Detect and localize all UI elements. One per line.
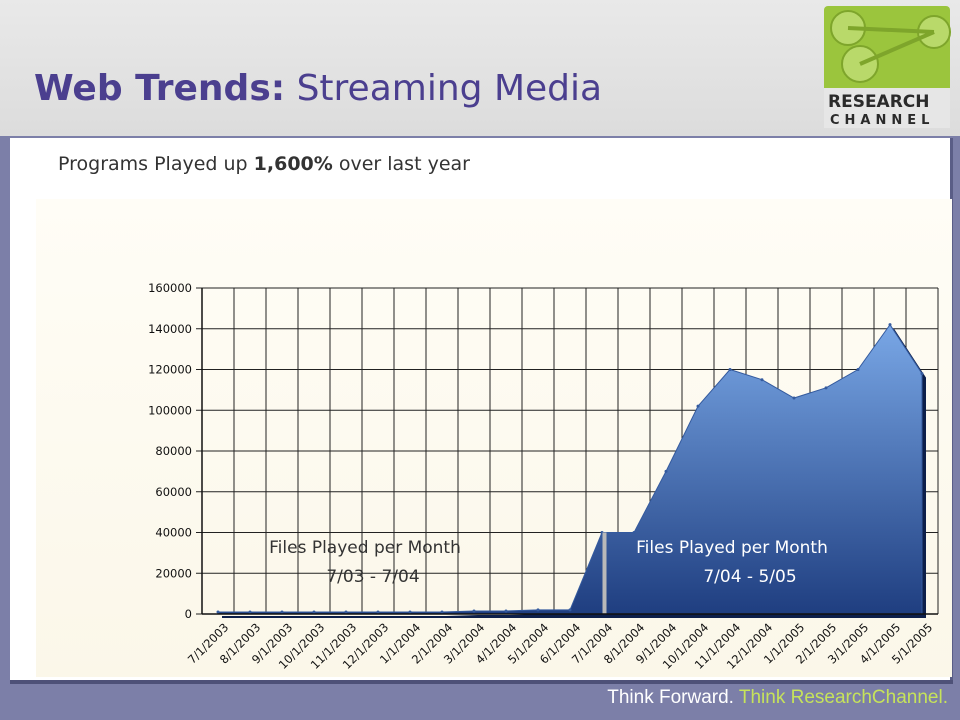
data-point — [440, 610, 444, 614]
y-tick-label: 160000 — [148, 281, 192, 295]
data-point — [792, 396, 796, 400]
data-point — [632, 531, 636, 534]
footer-part2: Think ResearchChannel. — [738, 687, 948, 708]
data-point — [696, 404, 700, 408]
data-point — [888, 323, 892, 327]
subtitle-suffix: over last year — [332, 153, 470, 175]
data-point — [408, 610, 412, 614]
annotation-left-line1: Files Played per Month — [269, 538, 461, 558]
subtitle: Programs Played up 1,600% over last year — [58, 153, 470, 175]
content-shadow — [10, 680, 953, 684]
data-point — [920, 372, 924, 376]
data-point — [216, 610, 220, 614]
data-point — [536, 608, 540, 612]
period-divider — [602, 532, 607, 614]
data-point — [728, 368, 732, 371]
footer-part1: Think Forward. — [607, 687, 739, 708]
subtitle-prefix: Programs Played up — [58, 153, 254, 175]
annotation-right-line2: 7/04 - 5/05 — [703, 567, 796, 587]
logo-text-channel: CHANNEL — [830, 113, 935, 128]
logo-text-research: RESEARCH — [828, 92, 930, 112]
title-rest: Streaming Media — [285, 68, 603, 109]
y-tick-label: 100000 — [148, 403, 192, 417]
y-tick-label: 80000 — [155, 444, 192, 458]
footer-tagline: Think Forward. Think ResearchChannel. — [607, 687, 948, 709]
header-band — [0, 0, 960, 136]
annotation-left-line2: 7/03 - 7/04 — [326, 567, 419, 587]
y-tick-label: 120000 — [148, 363, 192, 377]
data-point — [472, 609, 476, 613]
subtitle-bold: 1,600% — [253, 153, 333, 175]
y-tick-label: 40000 — [155, 526, 192, 540]
chart-container: 0 20000 40000 60000 80000 100000 120000 140000 1… — [36, 199, 952, 677]
data-point — [504, 609, 508, 613]
data-point — [856, 368, 860, 371]
y-tick-label: 140000 — [148, 322, 192, 336]
data-point — [280, 610, 284, 614]
data-point — [824, 386, 828, 390]
data-point — [664, 469, 668, 473]
annotation-right-line1: Files Played per Month — [636, 538, 828, 558]
page-title: Web Trends: Streaming Media — [34, 68, 602, 109]
data-point — [344, 610, 348, 614]
y-tick-label: 0 — [185, 607, 192, 621]
y-tick-label: 60000 — [155, 485, 192, 499]
area-chart: 0 20000 40000 60000 80000 100000 120000 140000 1… — [36, 199, 952, 677]
research-channel-logo-icon — [824, 6, 951, 128]
y-tick-label: 20000 — [155, 566, 192, 580]
data-point — [568, 608, 572, 612]
data-point — [312, 610, 316, 614]
area-series — [217, 323, 923, 615]
data-point — [248, 610, 252, 614]
data-point — [376, 610, 380, 614]
data-point — [760, 378, 764, 382]
title-bold: Web Trends: — [34, 68, 286, 109]
